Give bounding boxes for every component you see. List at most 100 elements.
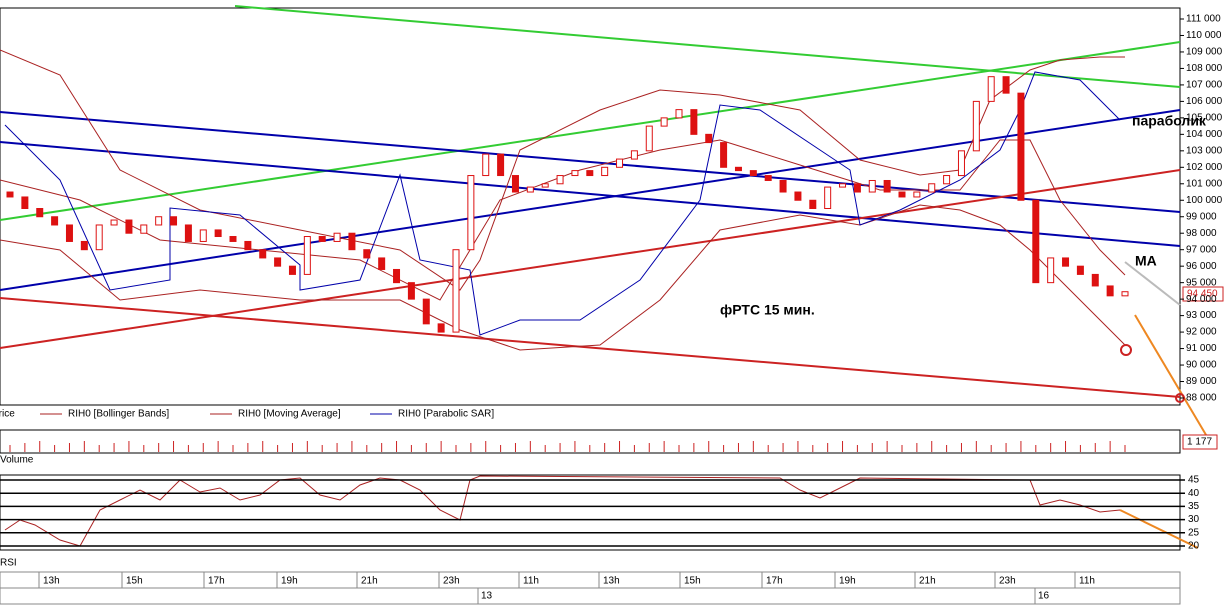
candle: [467, 175, 475, 251]
bollinger-bands: [0, 49, 1126, 351]
rsi-tick-label: 25: [1188, 527, 1200, 538]
candle: [913, 191, 921, 198]
y-tick-label: 89 000: [1186, 376, 1217, 387]
x-tick-label: 19h: [839, 576, 856, 587]
candle: [616, 158, 624, 168]
candle: [839, 183, 847, 188]
candle: [571, 170, 579, 177]
rsi-panel: [0, 474, 1181, 551]
candle: [779, 179, 787, 193]
candle: [630, 150, 638, 160]
candle: [705, 133, 713, 144]
candle: [660, 117, 668, 127]
volume-box: [1182, 434, 1218, 450]
candle: [1106, 285, 1114, 297]
x-tick-label: 17h: [208, 576, 225, 587]
candle: [170, 216, 178, 226]
y-tick-label: 95 000: [1186, 277, 1217, 288]
candle: [720, 142, 728, 168]
x-tick-label: 23h: [999, 576, 1016, 587]
candle: [437, 323, 445, 333]
y-tick-label: 111 000: [1186, 14, 1221, 25]
panel-label: Volume: [0, 455, 34, 466]
candle: [645, 125, 653, 152]
date-label: 16: [1038, 591, 1050, 602]
x-tick-label: 21h: [919, 576, 936, 587]
y-tick-label: 93 000: [1186, 310, 1217, 321]
candle: [1032, 199, 1040, 284]
rsi-line: [4, 475, 1121, 547]
candle: [363, 249, 371, 259]
y-tick-label: 110 000: [1186, 30, 1222, 41]
x-tick-label: 11h: [523, 576, 539, 587]
candle: [51, 216, 59, 226]
rsi-tick-label: 35: [1188, 501, 1200, 512]
y-tick-label: 102 000: [1186, 162, 1223, 173]
candle: [972, 100, 980, 152]
y-tick-label: 99 000: [1186, 211, 1217, 222]
candle: [229, 236, 237, 242]
sar-marker: [1120, 344, 1132, 356]
candle: [482, 153, 490, 177]
candle: [274, 257, 282, 267]
candle: [734, 166, 742, 172]
volume-panel: [0, 429, 1181, 454]
candle: [1017, 92, 1025, 201]
candle: [690, 109, 698, 135]
candle: [407, 282, 415, 300]
annotation: МА: [1135, 253, 1157, 269]
y-tick-label: 107 000: [1186, 80, 1223, 91]
y-tick-label: 101 000: [1186, 178, 1223, 189]
candle: [526, 186, 534, 193]
price-panel: [0, 7, 1181, 406]
rsi-tick-label: 20: [1188, 541, 1200, 552]
candle: [110, 219, 118, 226]
candle: [155, 216, 163, 226]
y-tick-label: 88 000: [1186, 393, 1217, 404]
candle: [1002, 76, 1010, 94]
x-tick-label: 13h: [43, 576, 60, 587]
y-tick-label: 109 000: [1186, 47, 1223, 58]
x-tick-label: 17h: [766, 576, 783, 587]
date-axis: [0, 587, 1181, 605]
x-tick-label: 13h: [603, 576, 620, 587]
candle: [794, 191, 802, 201]
candle: [987, 76, 995, 102]
y-tick-label: 104 000: [1186, 129, 1223, 140]
y-tick-label: 90 000: [1186, 360, 1217, 371]
candle: [378, 257, 386, 270]
candle: [749, 170, 757, 177]
y-tick-label: 96 000: [1186, 261, 1217, 272]
x-tick-label: 19h: [281, 576, 298, 587]
candle: [36, 208, 44, 218]
candle: [393, 268, 401, 284]
legend-entry: RIH0 [Moving Average]: [238, 409, 341, 420]
annotation: параболик: [1132, 113, 1207, 129]
last-price-box: [1182, 286, 1224, 302]
x-tick-label: 11h: [1079, 576, 1095, 587]
panel-label: RSI: [0, 558, 17, 569]
rsi-tick-label: 45: [1188, 475, 1200, 486]
candle: [21, 196, 29, 209]
candle: [318, 236, 326, 242]
y-tick-label: 92 000: [1186, 327, 1217, 338]
date-label: 13: [481, 591, 493, 602]
x-tick-label: 23h: [443, 576, 460, 587]
parabolic-sar: [4, 71, 1121, 336]
candle: [868, 179, 876, 193]
trend-line: [1119, 509, 1199, 549]
candle: [214, 229, 222, 238]
y-tick-label: 103 000: [1186, 145, 1223, 156]
candle: [1091, 273, 1099, 287]
candle: [184, 224, 192, 242]
candle: [348, 232, 356, 251]
y-tick-label: 97 000: [1186, 244, 1217, 255]
candle: [288, 265, 296, 275]
y-tick-label: 91 000: [1186, 343, 1217, 354]
candle: [65, 224, 73, 242]
candle: [601, 166, 609, 177]
legend-entry: Price: [0, 409, 15, 420]
rsi-tick-label: 40: [1188, 488, 1200, 499]
candle: [853, 183, 861, 193]
candle: [303, 236, 311, 275]
